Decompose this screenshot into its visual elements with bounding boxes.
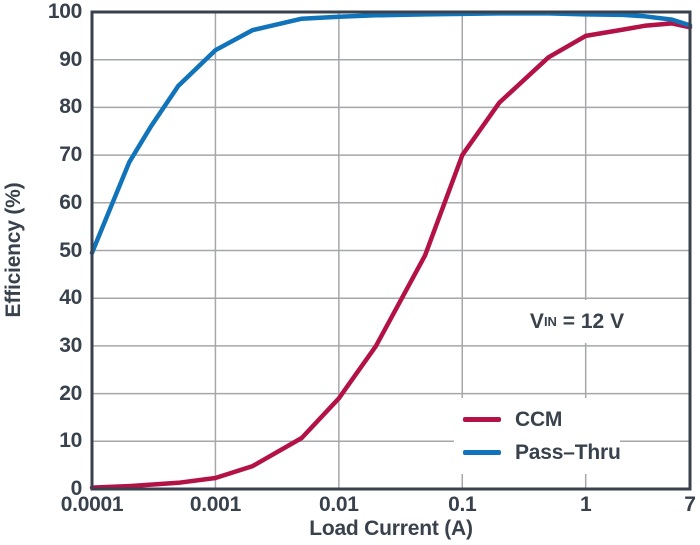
- y-tick-label: 60: [59, 190, 82, 214]
- y-tick-label: 100: [47, 0, 82, 23]
- legend-item-pass-thru: Pass–Thru: [463, 440, 621, 466]
- legend-label-ccm: CCM: [515, 407, 563, 431]
- y-tick-label: 40: [59, 286, 82, 310]
- pass-thru-line-swatch: [463, 450, 501, 455]
- x-axis-title: Load Current (A): [309, 517, 473, 540]
- vin-symbol: V: [529, 309, 544, 333]
- x-tick-label: 7: [684, 493, 696, 516]
- vin-annotation: V IN = 12 V: [504, 300, 650, 343]
- x-tick-label: 0.1: [448, 493, 477, 516]
- y-tick-label: 90: [59, 47, 82, 71]
- y-tick-label: 30: [59, 333, 82, 357]
- x-tick-label: 1: [579, 493, 592, 516]
- series-curve-pass-thru: [89, 11, 693, 256]
- legend-label-pass-thru: Pass–Thru: [515, 440, 621, 464]
- y-tick-label: 0: [70, 477, 83, 500]
- plot-frame: [90, 10, 692, 491]
- series-curve-ccm: [89, 21, 693, 490]
- y-tick-label: 80: [59, 95, 82, 119]
- x-tick-label: 0.01: [319, 493, 359, 516]
- x-tick-label: 0.0001: [60, 493, 124, 516]
- ccm-line-swatch: [463, 417, 501, 422]
- legend: CCM Pass–Thru: [454, 398, 621, 474]
- y-axis-title: Efficiency (%): [2, 182, 25, 318]
- y-tick-label: 70: [59, 143, 82, 167]
- y-tick-label: 10: [59, 429, 82, 453]
- x-tick-label: 0.001: [189, 493, 241, 516]
- vin-value: = 12 V: [556, 309, 625, 333]
- legend-item-ccm: CCM: [463, 407, 620, 433]
- y-tick-label: 50: [59, 238, 82, 262]
- y-tick-label: 20: [59, 381, 82, 405]
